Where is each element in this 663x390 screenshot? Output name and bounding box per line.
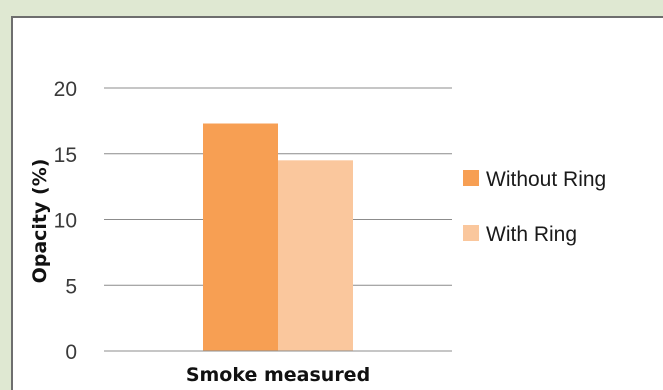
- y-axis-title: Opacity (%): [29, 159, 51, 284]
- y-tick-labels: 0 5 10 15 20: [54, 78, 77, 364]
- bar-with-ring: [278, 160, 353, 351]
- y-tick-label: 5: [65, 275, 77, 298]
- legend-swatch: [463, 170, 479, 186]
- legend-label: Without Ring: [486, 168, 606, 191]
- y-tick-label: 0: [65, 341, 77, 364]
- bar-without-ring: [203, 123, 278, 351]
- bars: [203, 123, 353, 351]
- x-axis-title: Smoke measured: [186, 364, 370, 386]
- legend: Without Ring With Ring: [463, 168, 606, 246]
- y-tick-label: 20: [54, 78, 77, 101]
- legend-swatch: [463, 225, 479, 241]
- legend-label: With Ring: [486, 223, 577, 246]
- y-tick-label: 15: [54, 144, 77, 167]
- y-tick-label: 10: [54, 210, 77, 233]
